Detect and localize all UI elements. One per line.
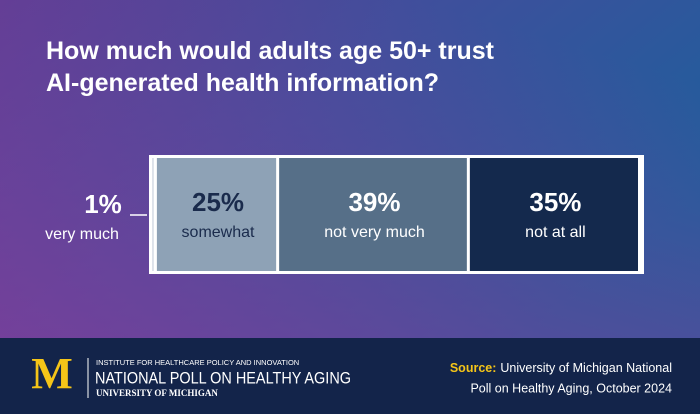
bar-segment	[279, 158, 467, 271]
bar-group: 1% very much 25% somewhat 39% not very much 35…	[45, 155, 644, 274]
segment-label: somewhat	[182, 224, 255, 241]
source: Source: University of Michigan National	[450, 361, 672, 375]
bar-segment	[469, 158, 638, 271]
value-label: 39%	[348, 187, 400, 217]
title-line: How much would adults age 50+ trust	[46, 37, 495, 65]
source-label: Source:	[450, 361, 497, 375]
source-line: University of Michigan National	[500, 361, 672, 375]
footer-band	[0, 338, 700, 414]
value-label: 1%	[84, 189, 122, 219]
segment-label: very much	[45, 226, 119, 243]
chart-title: How much would adults age 50+ trust AI-ge…	[46, 37, 495, 97]
title-line: AI-generated health information?	[46, 69, 439, 97]
bar-segment	[156, 158, 277, 271]
segment-label: not at all	[525, 224, 585, 241]
value-label: 25%	[192, 187, 244, 217]
logo: M	[31, 349, 73, 398]
institute: INSTITUTE FOR HEALTHCARE POLICY AND INNO…	[96, 358, 299, 367]
segment-label: not very much	[324, 224, 424, 241]
bar-segment	[152, 158, 154, 271]
source-line: Poll on Healthy Aging, October 2024	[470, 381, 672, 395]
poll-name: NATIONAL POLL ON HEALTHY AGING	[95, 368, 351, 387]
university: UNIVERSITY OF MICHIGAN	[96, 388, 218, 398]
value-label: 35%	[529, 187, 581, 217]
